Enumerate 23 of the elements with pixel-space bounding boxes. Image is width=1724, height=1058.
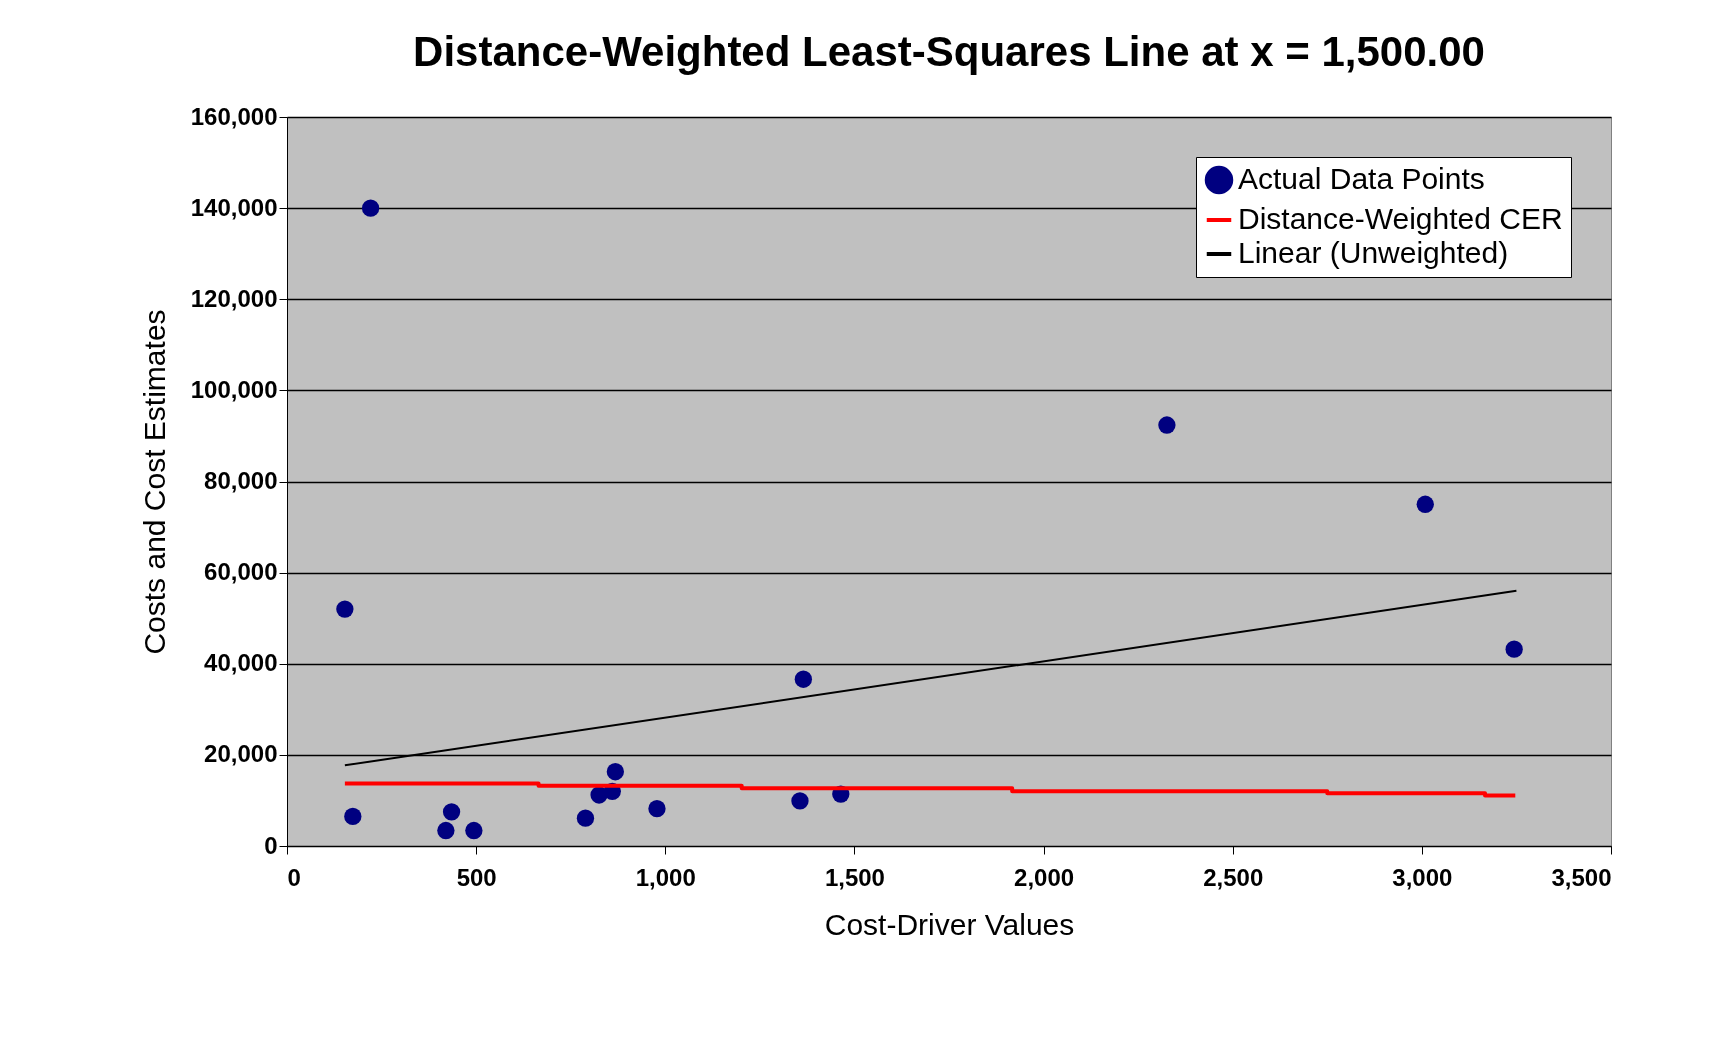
legend-label: Linear (Unweighted)	[1238, 236, 1509, 269]
x-tick-label: 3,500	[1551, 863, 1612, 891]
y-tick-label: 140,000	[190, 193, 278, 221]
y-tick-label: 40,000	[204, 649, 278, 677]
x-tick-label: 0	[287, 863, 301, 891]
x-tick-label: 1,500	[824, 863, 885, 891]
y-tick-label: 80,000	[204, 467, 278, 494]
legend-label: Distance-Weighted CER	[1238, 202, 1563, 235]
y-tick-label: 160,000	[190, 102, 278, 130]
y-tick-label: 60,000	[204, 558, 278, 586]
x-tick-label: 2,000	[1014, 863, 1075, 891]
chart-title: Distance-Weighted Least-Squares Line at x = 1,500.00	[413, 28, 1485, 75]
y-tick-label: 0	[264, 831, 278, 859]
y-tick-label: 20,000	[204, 740, 278, 768]
x-tick-label: 3,000	[1392, 863, 1453, 891]
x-tick-label: 500	[456, 863, 497, 891]
legend-label: Actual Data Points	[1238, 162, 1485, 195]
x-tick-label: 2,500	[1203, 863, 1264, 891]
y-tick-label: 100,000	[190, 375, 278, 403]
y-tick-label: 120,000	[190, 284, 278, 312]
x-tick-label: 1,000	[635, 863, 696, 891]
y-axis-title: Costs and Cost Estimates	[137, 309, 171, 655]
x-axis-title: Cost-Driver Values	[824, 907, 1075, 941]
